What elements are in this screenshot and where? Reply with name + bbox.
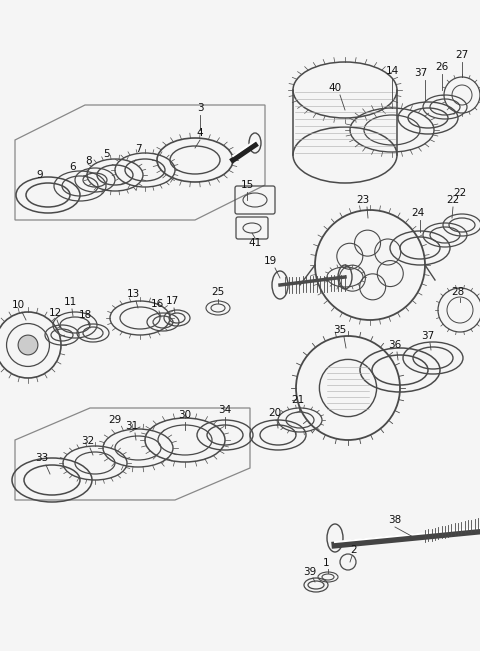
Text: 35: 35 <box>334 325 347 335</box>
Text: 22: 22 <box>454 188 467 198</box>
Text: 33: 33 <box>36 453 48 463</box>
Text: 40: 40 <box>328 83 342 93</box>
Text: 10: 10 <box>12 300 24 310</box>
Text: 37: 37 <box>421 331 434 341</box>
Text: 32: 32 <box>82 436 95 446</box>
Text: 8: 8 <box>86 156 92 166</box>
Text: 5: 5 <box>104 149 110 159</box>
Text: 11: 11 <box>63 297 77 307</box>
Text: 29: 29 <box>108 415 121 425</box>
Text: 18: 18 <box>78 310 92 320</box>
Text: 3: 3 <box>197 103 204 113</box>
Text: 31: 31 <box>125 421 139 431</box>
Text: 28: 28 <box>451 287 465 297</box>
Text: 19: 19 <box>264 256 276 266</box>
Circle shape <box>18 335 38 355</box>
Text: 34: 34 <box>218 405 232 415</box>
Text: 23: 23 <box>356 195 370 205</box>
Text: 14: 14 <box>385 66 398 76</box>
Text: 22: 22 <box>446 195 460 205</box>
Text: 39: 39 <box>303 567 317 577</box>
Text: 2: 2 <box>351 545 357 555</box>
Text: 27: 27 <box>456 50 468 60</box>
Text: 38: 38 <box>388 515 402 525</box>
Text: 15: 15 <box>240 180 253 190</box>
Text: 6: 6 <box>70 162 76 172</box>
Text: 12: 12 <box>48 308 61 318</box>
Text: 1: 1 <box>323 558 329 568</box>
Text: 9: 9 <box>36 170 43 180</box>
Text: 21: 21 <box>291 395 305 405</box>
Text: 25: 25 <box>211 287 225 297</box>
Text: 26: 26 <box>435 62 449 72</box>
Text: 37: 37 <box>414 68 428 78</box>
Text: 13: 13 <box>126 289 140 299</box>
Text: 16: 16 <box>150 299 164 309</box>
Text: 4: 4 <box>197 128 204 138</box>
Text: 41: 41 <box>248 238 262 248</box>
Text: 7: 7 <box>135 144 141 154</box>
Text: 17: 17 <box>166 296 179 306</box>
Text: 24: 24 <box>411 208 425 218</box>
Text: 36: 36 <box>388 340 402 350</box>
Text: 20: 20 <box>268 408 282 418</box>
Text: 30: 30 <box>179 410 192 420</box>
